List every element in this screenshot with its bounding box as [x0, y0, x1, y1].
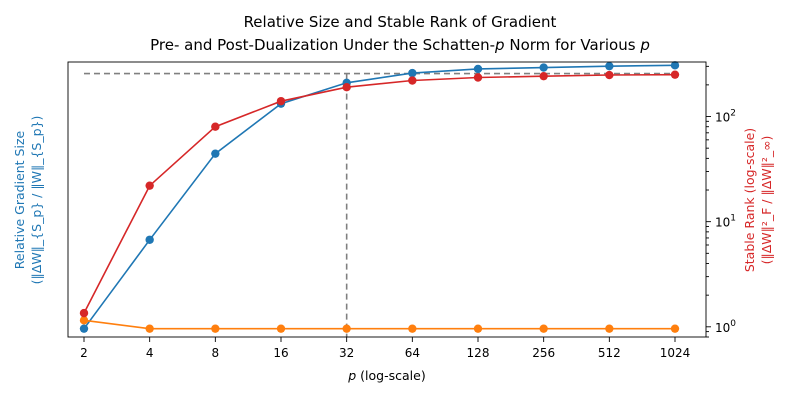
series-0-point: [145, 235, 154, 244]
series-1-point: [473, 324, 483, 333]
series-0-point: [211, 149, 220, 158]
series-2-point: [79, 308, 89, 318]
x-tick-label: 4: [146, 346, 154, 360]
series-2-point: [408, 76, 417, 85]
series-2-line: [83, 73, 676, 314]
chart-title-line2: Pre- and Post-Dualization Under the Scha…: [150, 36, 650, 54]
x-tick-label: 32: [339, 346, 354, 360]
y-right-tick-label: 101: [715, 214, 736, 230]
y-axis-right-label-line1: Stable Rank (log-scale): [742, 128, 757, 272]
x-tick-label: 128: [467, 346, 490, 360]
series-0-point: [473, 64, 483, 74]
series-0-point: [79, 324, 89, 333]
plot-frame: [67, 61, 707, 338]
x-tick-label: 2: [80, 346, 88, 360]
y-axis-right: 100 101 102: [706, 65, 736, 338]
series-1-point: [211, 324, 220, 333]
x-tick-label: 64: [405, 346, 420, 360]
series-1-point: [408, 324, 417, 333]
plot-area: [79, 61, 680, 337]
series-2-point: [211, 122, 220, 131]
x-tick-label: 16: [273, 346, 288, 360]
series-0-point: [670, 61, 680, 70]
series-1-point: [145, 324, 154, 333]
y-axis-left-label-line1: Relative Gradient Size: [12, 130, 27, 269]
x-axis-label: p (log-scale): [347, 368, 425, 383]
chart-title-line1: Relative Size and Stable Rank of Gradien…: [244, 13, 557, 31]
y-right-tick-label: 102: [715, 109, 736, 125]
series-2-point: [539, 71, 548, 81]
series-1-line: [83, 319, 675, 330]
series-2-point: [342, 83, 351, 92]
x-axis: 2 4 8 16 32 64 128 256 512 1024: [80, 337, 690, 360]
series-1-point: [79, 316, 89, 325]
series-1-point: [605, 324, 614, 333]
series-1-point: [539, 324, 548, 333]
x-tick-label: 512: [598, 346, 621, 360]
series-1-point: [670, 324, 680, 333]
series-2-point: [670, 70, 680, 79]
y-right-tick-label: 100: [715, 319, 736, 335]
x-tick-label: 256: [532, 346, 555, 360]
y-axis-left-label-line2: (‖ΔW‖_{S_p} / ‖W‖_{S_p}): [29, 116, 44, 285]
series-0-line: [83, 64, 676, 330]
series-2-point: [276, 96, 286, 106]
x-tick-label: 8: [212, 346, 220, 360]
series-2-point: [605, 70, 614, 80]
series-0-point: [539, 63, 548, 72]
x-tick-label: 1024: [660, 346, 691, 360]
series-0-point: [605, 61, 614, 71]
y-axis-left-label: Relative Gradient Size (‖ΔW‖_{S_p} / ‖W‖…: [12, 116, 44, 285]
y-axis-right-label-line2: (‖ΔW‖²_F / ‖ΔW‖²_∞): [759, 136, 774, 265]
series-1-point: [342, 324, 351, 333]
series-0-point: [408, 68, 417, 78]
series-2-point: [145, 181, 154, 190]
y-axis-right-label: Stable Rank (log-scale) (‖ΔW‖²_F / ‖ΔW‖²…: [742, 128, 774, 272]
series-2-point: [473, 73, 483, 82]
series-1-point: [276, 324, 286, 333]
